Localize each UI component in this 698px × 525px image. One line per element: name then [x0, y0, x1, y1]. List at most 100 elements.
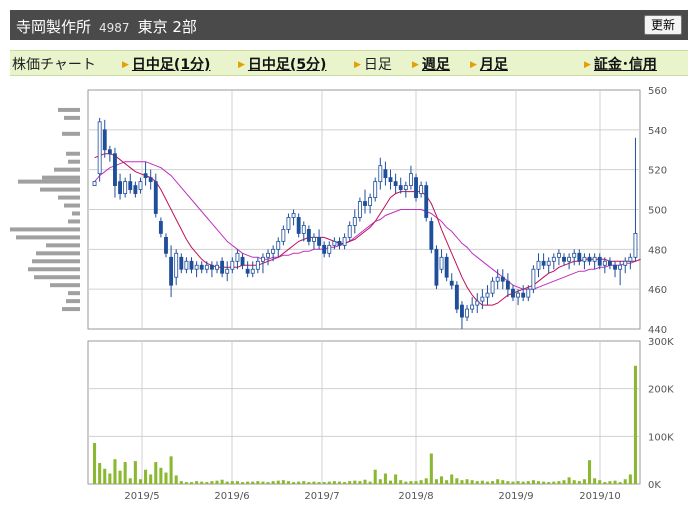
volume-tick-label: 100K: [648, 432, 674, 443]
candle-body: [164, 236, 168, 254]
volume-bar: [613, 480, 617, 484]
volume-bar: [343, 482, 347, 484]
candle-body: [490, 280, 495, 294]
nav-monthly-label[interactable]: 月足: [479, 57, 508, 73]
volume-bar: [623, 479, 627, 484]
volume-bar: [424, 478, 428, 484]
moving-average-short-line: [94, 153, 641, 306]
volume-profile-bar: [72, 211, 80, 216]
volume-bar: [312, 481, 316, 484]
volume-bar: [118, 470, 122, 484]
candle-body: [597, 256, 602, 266]
candle-body: [536, 260, 541, 270]
candle-body: [204, 264, 209, 270]
volume-bar: [542, 481, 546, 484]
candle-body: [301, 225, 306, 234]
volume-bar: [521, 481, 525, 484]
x-tick-label: 2019/8: [398, 491, 433, 502]
volume-bar: [235, 481, 239, 484]
volume-profile-bar: [34, 275, 80, 280]
candle-body: [102, 129, 107, 151]
candle-body: [511, 288, 515, 298]
volume-bar: [286, 481, 290, 484]
candle-body: [378, 165, 383, 183]
volume-bar: [633, 365, 637, 484]
candle-body: [286, 217, 291, 230]
candle-body: [429, 221, 434, 250]
nav-intraday-1min[interactable]: ▶ 日中足(1分): [122, 54, 210, 74]
candle-body: [398, 185, 403, 190]
volume-bar: [491, 481, 495, 484]
volume-bar: [409, 481, 413, 484]
candle-body: [133, 185, 138, 194]
volume-bar: [531, 480, 535, 484]
nav-monthly[interactable]: ▶ 月足: [470, 54, 508, 74]
volume-bar: [317, 482, 321, 484]
volume-bar: [200, 481, 204, 484]
candle-body: [97, 121, 102, 175]
candle-body: [388, 177, 393, 183]
candle-body: [373, 181, 378, 198]
candle-body: [383, 169, 388, 179]
x-tick-label: 2019/9: [498, 491, 533, 502]
volume-tick-label: 200K: [648, 385, 674, 396]
candle-body: [368, 197, 373, 206]
candle-body: [107, 149, 112, 155]
volume-bar: [103, 468, 107, 484]
volume-profile-bar: [42, 175, 80, 180]
nav-intraday-5min-label[interactable]: 日中足(5分): [247, 57, 327, 73]
volume-profile-bar: [68, 159, 80, 164]
x-tick-label: 2019/5: [124, 491, 159, 502]
candle-body: [291, 213, 296, 218]
candle-body: [194, 264, 199, 270]
moving-average-long-line: [94, 161, 641, 290]
volume-bar: [205, 482, 209, 484]
candle-body: [240, 256, 245, 266]
nav-intraday-1min-label[interactable]: 日中足(1分): [131, 57, 211, 73]
nav-stock-chart: 株価チャート: [12, 54, 96, 74]
nav-stock-chart-label: 株価チャート: [12, 57, 96, 73]
nav-weekly-label[interactable]: 週足: [421, 57, 450, 73]
volume-profile-bar: [62, 307, 80, 312]
volume-bar: [577, 481, 581, 484]
candle-body: [577, 252, 582, 262]
candle-body: [454, 284, 459, 310]
volume-bar: [93, 443, 97, 484]
triangle-right-icon: ▶: [238, 60, 245, 70]
volume-bar: [388, 480, 393, 484]
triangle-right-icon: ▶: [354, 60, 361, 70]
volume-bar: [169, 456, 173, 484]
volume-bar: [266, 482, 270, 484]
candle-body: [424, 185, 429, 218]
nav-margin[interactable]: ▶ 証金･信用: [584, 54, 657, 74]
nav-intraday-5min[interactable]: ▶ 日中足(5分): [238, 54, 326, 74]
candle-body: [92, 181, 97, 187]
nav-daily-label: 日足: [363, 57, 392, 73]
refresh-button[interactable]: 更新: [643, 15, 682, 35]
nav-weekly[interactable]: ▶ 週足: [412, 54, 450, 74]
volume-bar: [618, 482, 622, 484]
volume-bar: [215, 480, 219, 484]
nav-margin-label[interactable]: 証金･信用: [593, 57, 657, 73]
volume-bar: [511, 481, 515, 484]
volume-bar: [292, 482, 296, 484]
volume-profile-bar: [10, 227, 80, 232]
candle-body: [276, 240, 281, 250]
candle-body: [618, 264, 623, 270]
candle-body: [623, 260, 628, 266]
candle-body: [500, 276, 505, 282]
volume-bar: [271, 481, 275, 484]
candle-body: [128, 181, 133, 190]
candle-body: [551, 256, 556, 262]
volume-bar: [434, 479, 438, 484]
candle-body: [608, 260, 612, 266]
volume-bar: [133, 461, 137, 484]
candle-body: [179, 256, 184, 270]
volume-bar: [108, 473, 112, 484]
volume-profile-bar: [66, 299, 80, 304]
candle-body: [138, 181, 143, 190]
candle-body: [261, 256, 265, 262]
volume-bar: [368, 481, 372, 484]
price-tick-label: 560: [648, 86, 667, 97]
chart-period-nav: 株価チャート ▶ 日中足(1分) ▶ 日中足(5分) ▶ 日足 ▶ 週足 ▶ 月足 ▶ 証金…: [10, 50, 688, 76]
